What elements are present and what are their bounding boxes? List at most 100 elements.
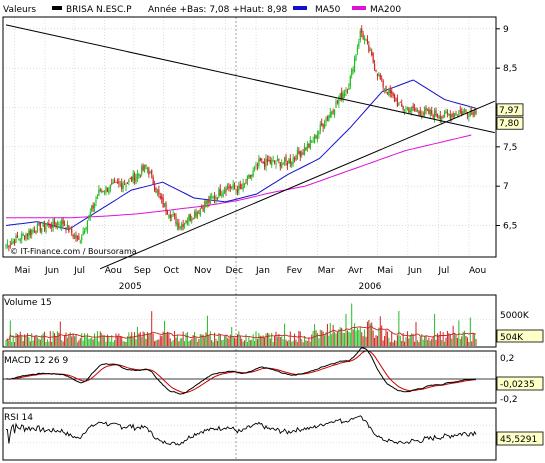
month-label: Avr bbox=[348, 266, 363, 276]
candle-body bbox=[35, 232, 37, 234]
candle-body bbox=[149, 171, 151, 173]
price-y-tick-label: 7 bbox=[503, 182, 509, 192]
trendline bbox=[99, 100, 495, 270]
candle-body bbox=[11, 242, 13, 245]
month-label: Jun bbox=[44, 266, 59, 276]
candle-body bbox=[68, 225, 70, 232]
month-label: Jun bbox=[407, 266, 422, 276]
candle-body bbox=[216, 197, 219, 199]
candle-body bbox=[18, 238, 20, 240]
candle-body bbox=[405, 108, 407, 109]
candle-body bbox=[213, 196, 216, 199]
candle-body bbox=[28, 230, 30, 236]
candle-body bbox=[16, 235, 19, 238]
candle-body bbox=[339, 93, 341, 99]
rsi-line bbox=[6, 415, 477, 446]
candle-body bbox=[359, 30, 361, 40]
candle-body bbox=[343, 93, 346, 97]
volume-panel-frame bbox=[2, 294, 497, 348]
candle-body bbox=[192, 218, 194, 220]
candle-body bbox=[106, 187, 109, 192]
candle-body bbox=[385, 86, 387, 91]
candle-body bbox=[122, 185, 124, 190]
candle-body bbox=[58, 224, 60, 225]
candle-body bbox=[442, 116, 444, 118]
candle-body bbox=[282, 162, 284, 165]
candle-body bbox=[115, 182, 117, 183]
candle-body bbox=[466, 112, 469, 116]
candle-body bbox=[65, 227, 67, 230]
candle-body bbox=[222, 192, 224, 197]
candle-body bbox=[425, 107, 427, 111]
candle-body bbox=[52, 219, 54, 229]
candle-body bbox=[351, 68, 353, 76]
candle-body bbox=[32, 230, 34, 232]
month-label: Jan bbox=[255, 266, 270, 276]
month-label: Mai bbox=[14, 266, 30, 276]
candle-body bbox=[358, 41, 360, 47]
candle-body bbox=[152, 176, 154, 185]
candle-body bbox=[303, 147, 306, 155]
candle-body bbox=[75, 234, 77, 239]
candle-body bbox=[458, 112, 460, 116]
candle-body bbox=[291, 162, 293, 166]
candle-body bbox=[305, 147, 307, 151]
candle-body bbox=[456, 115, 459, 117]
candle-body bbox=[98, 189, 100, 196]
price-panel: 98,587,576,5 7,977,80 © IT-Finance.com /… bbox=[2, 16, 524, 460]
candle-body bbox=[448, 114, 450, 116]
candle-body bbox=[249, 174, 251, 178]
rsi-last-value-box bbox=[496, 431, 544, 446]
candle-body bbox=[183, 222, 186, 225]
candle-body bbox=[289, 158, 291, 164]
candle-body bbox=[342, 93, 344, 99]
candle-body bbox=[89, 212, 91, 217]
volume-last-value-box bbox=[496, 329, 544, 343]
candle-body bbox=[111, 183, 113, 184]
volume-last-value: 504K bbox=[500, 333, 524, 343]
candle-body bbox=[392, 92, 394, 96]
candle-body bbox=[129, 177, 131, 179]
candle-body bbox=[459, 110, 461, 112]
candle-body bbox=[133, 173, 136, 182]
price-last-value-box bbox=[496, 103, 524, 117]
candle-body bbox=[45, 226, 47, 232]
candle-body bbox=[25, 234, 27, 241]
candle-body bbox=[83, 231, 86, 233]
candle-body bbox=[275, 163, 277, 165]
candle-body bbox=[166, 210, 169, 215]
candle-body bbox=[96, 196, 99, 199]
candle-body bbox=[189, 214, 191, 221]
candle-body bbox=[386, 92, 389, 94]
candle-body bbox=[423, 108, 426, 116]
candle-body bbox=[295, 158, 297, 161]
candle-body bbox=[225, 188, 227, 192]
candle-body bbox=[26, 234, 29, 236]
candle-body bbox=[29, 230, 31, 235]
rsi-path bbox=[6, 415, 477, 446]
candle-body bbox=[59, 225, 61, 227]
macd-last-value-box bbox=[496, 376, 544, 391]
candle-body bbox=[415, 109, 417, 111]
candle-body bbox=[156, 190, 159, 193]
candle-body bbox=[353, 58, 356, 73]
candle-body bbox=[256, 165, 259, 167]
candle-body bbox=[396, 98, 399, 107]
rsi-last-value: 45,5291 bbox=[500, 435, 537, 445]
candle-body bbox=[81, 236, 83, 241]
candle-body bbox=[41, 227, 43, 233]
macd-lines bbox=[5, 347, 477, 395]
candle-body bbox=[153, 183, 156, 191]
candle-body bbox=[229, 185, 231, 189]
candle-body bbox=[309, 140, 311, 149]
candle-body bbox=[126, 183, 129, 185]
candle-body bbox=[171, 214, 173, 218]
candle-body bbox=[409, 110, 411, 112]
candle-body bbox=[138, 173, 140, 177]
candle-body bbox=[21, 233, 23, 240]
price-last-value: 7,80 bbox=[499, 119, 519, 129]
candle-body bbox=[269, 159, 271, 164]
candle-body bbox=[116, 181, 119, 183]
candle-body bbox=[441, 116, 443, 120]
candle-body bbox=[6, 243, 9, 245]
